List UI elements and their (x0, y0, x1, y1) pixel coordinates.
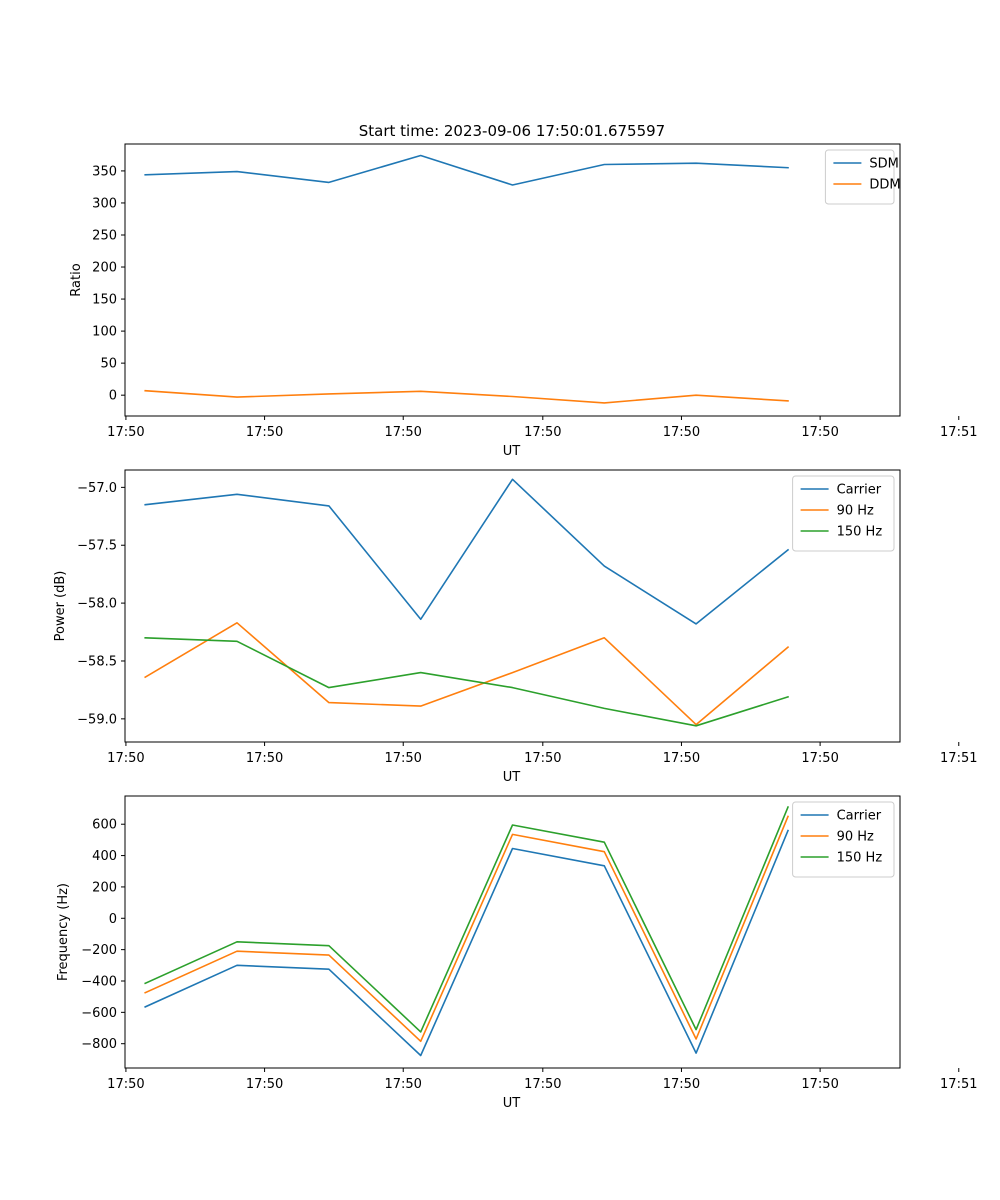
x-tick-label: 17:50 (384, 425, 421, 440)
y-axis-label: Ratio (69, 263, 84, 296)
y-axis-label: Frequency (Hz) (56, 883, 71, 981)
y-tick-label: −57.5 (77, 539, 117, 554)
x-tick-label: 17:50 (107, 1077, 144, 1092)
x-axis-label: UT (503, 444, 521, 459)
x-axis-label: UT (503, 770, 521, 785)
x-tick-label: 17:50 (524, 751, 561, 766)
y-tick-label: −200 (81, 943, 117, 958)
y-tick-label: 250 (92, 228, 117, 243)
legend-label-90-hz: 90 Hz (837, 830, 874, 845)
x-tick-label: 17:50 (107, 751, 144, 766)
x-tick-label: 17:50 (801, 751, 838, 766)
legend-label-carrier: Carrier (837, 483, 882, 498)
x-tick-label: 17:50 (663, 425, 700, 440)
legend: SDM DDM (824, 149, 901, 205)
legend-label-90-hz: 90 Hz (837, 504, 874, 519)
x-tick-label: 17:51 (940, 1077, 977, 1092)
y-tick-label: 350 (92, 164, 117, 179)
x-tick-label: 17:50 (524, 425, 561, 440)
x-tick-label: 17:50 (663, 751, 700, 766)
legend: Carrier 90 Hz 150 Hz (792, 475, 895, 552)
x-tick-label: 17:50 (524, 1077, 561, 1092)
series-line-90-hz (144, 815, 790, 1043)
y-tick-label: 600 (92, 818, 117, 833)
series-line-150-hz (144, 805, 790, 1033)
y-tick-label: 400 (92, 849, 117, 864)
legend-label-150-hz: 150 Hz (837, 851, 883, 866)
x-tick-label: 17:51 (940, 751, 977, 766)
chart-panel-1: 17:50 17:50 17:50 17:50 17:50 17:50 17:51 0 50 10… (69, 143, 978, 459)
y-tick-label: −58.5 (77, 654, 117, 669)
axes-frame (124, 143, 901, 417)
series-line-sdm (144, 154, 789, 186)
y-tick-label: 0 (109, 912, 117, 927)
x-tick-label: 17:50 (246, 751, 283, 766)
series-line-carrier (144, 478, 790, 625)
axes-frame (124, 469, 901, 743)
x-tick-label: 17:50 (246, 425, 283, 440)
panels: 17:50 17:50 17:50 17:50 17:50 17:50 17:51 0 50 10… (53, 143, 978, 1111)
legend-frame (792, 801, 895, 878)
legend-label-ddm: DDM (869, 178, 900, 193)
y-tick-label: 200 (92, 261, 117, 276)
y-tick-label: 0 (109, 389, 117, 404)
y-tick-label: 50 (100, 357, 117, 372)
legend-frame (792, 475, 895, 552)
x-tick-label: 17:50 (801, 425, 838, 440)
x-tick-label: 17:50 (246, 1077, 283, 1092)
x-tick-label: 17:50 (801, 1077, 838, 1092)
legend-label-carrier: Carrier (837, 809, 882, 824)
y-tick-label: 150 (92, 293, 117, 308)
chart-panel-2: 17:50 17:50 17:50 17:50 17:50 17:50 17:51 −59.0… (53, 469, 978, 785)
series-line-90-hz (144, 621, 790, 726)
series-line-carrier (144, 829, 790, 1057)
x-tick-label: 17:50 (663, 1077, 700, 1092)
y-tick-label: 300 (92, 196, 117, 211)
series-line-150-hz (144, 636, 790, 727)
x-tick-label: 17:50 (384, 751, 421, 766)
y-tick-label: −59.0 (77, 712, 117, 727)
y-tick-label: −800 (81, 1037, 117, 1052)
series-line-ddm (144, 389, 789, 404)
chart-panel-3: 17:50 17:50 17:50 17:50 17:50 17:50 17:51 −800 −… (56, 795, 978, 1111)
x-tick-label: 17:50 (384, 1077, 421, 1092)
legend: Carrier 90 Hz 150 Hz (792, 801, 895, 878)
legend-label-sdm: SDM (869, 157, 898, 172)
x-axis-label: UT (503, 1096, 521, 1111)
figure-title: Start time: 2023-09-06 17:50:01.675597 (359, 122, 665, 140)
y-tick-label: 200 (92, 880, 117, 895)
y-tick-label: −57.0 (77, 481, 117, 496)
y-tick-label: −600 (81, 1006, 117, 1021)
x-tick-label: 17:50 (107, 425, 144, 440)
y-tick-label: −58.0 (77, 597, 117, 612)
axes-frame (124, 795, 901, 1069)
y-tick-label: −400 (81, 974, 117, 989)
x-tick-label: 17:51 (940, 425, 977, 440)
legend-label-150-hz: 150 Hz (837, 525, 883, 540)
y-axis-label: Power (dB) (53, 571, 68, 642)
y-tick-label: 100 (92, 325, 117, 340)
